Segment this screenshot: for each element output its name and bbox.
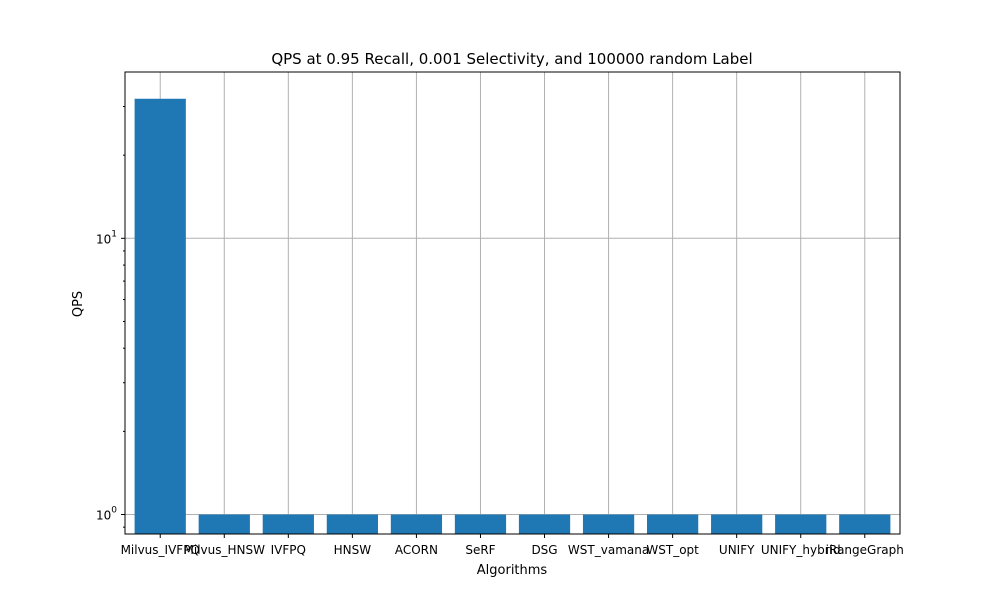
x-tick-label: WST_opt (646, 543, 699, 557)
x-axis-label: Algorithms (477, 563, 548, 578)
bar-ivfpq (262, 514, 314, 534)
plot-frame (124, 71, 901, 535)
x-tick-label: IVFPQ (271, 543, 306, 557)
bar-milvus-hnsw (198, 514, 250, 534)
bar-milvus-ivfpq (134, 98, 186, 534)
x-tick-label: iRangeGraph (826, 543, 904, 557)
grid-layer (125, 72, 900, 534)
y-axis-label: QPS (71, 291, 86, 317)
x-tick-label: SeRF (465, 543, 495, 557)
chart-title: QPS at 0.95 Recall, 0.001 Selectivity, a… (271, 50, 752, 68)
bar-wst-vamana (582, 514, 635, 534)
bar-wst-opt (647, 514, 699, 534)
bar-unify-hybrid (775, 514, 827, 534)
bar-unify (711, 514, 763, 534)
bar-layer (134, 98, 891, 534)
bar-hnsw (326, 514, 378, 534)
y-tick-label: 100 (96, 506, 117, 523)
x-tick-label: HNSW (334, 543, 372, 557)
bar-serf (454, 514, 507, 534)
bar-irangegraph (839, 514, 891, 534)
x-tick-label: Milvus_HNSW (184, 543, 266, 557)
bar-dsg (518, 514, 571, 534)
x-tick-label: UNIFY (719, 543, 755, 557)
y-tick-label: 101 (96, 229, 117, 246)
x-tick-label: WST_vamana (568, 543, 649, 557)
x-tick-label: Milvus_IVFPQ (121, 543, 200, 557)
x-tick-label: DSG (531, 543, 557, 557)
x-tick-label: ACORN (395, 543, 438, 557)
bar-acorn (390, 514, 443, 534)
x-tick-label: UNIFY_hybrid (761, 543, 841, 557)
